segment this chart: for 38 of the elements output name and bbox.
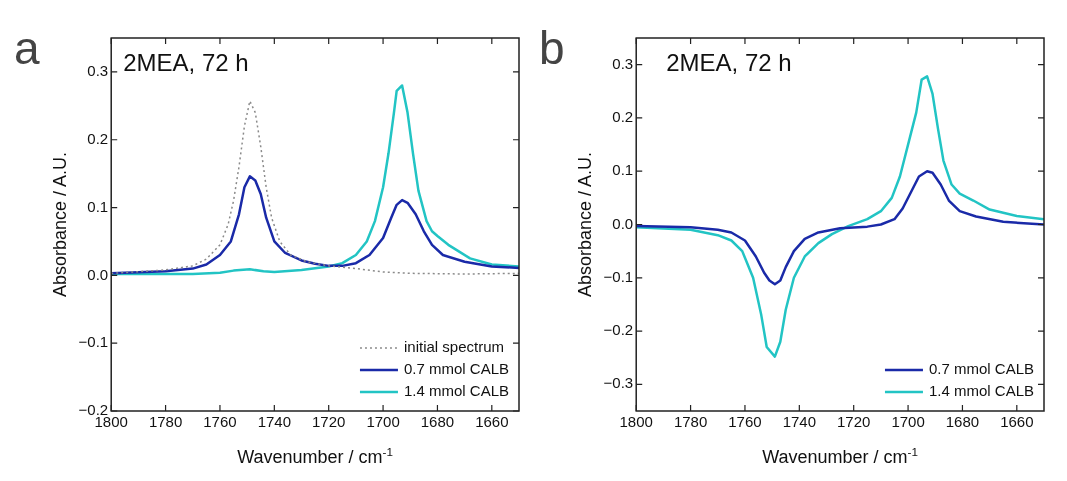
- y-axis-title: Absorbance / A.U.: [574, 151, 595, 298]
- legend-label: 1.4 mmol CALB: [403, 382, 510, 400]
- x-tick-label: 1660: [1000, 413, 1034, 431]
- x-tick-label: 1660: [475, 413, 509, 431]
- x-tick-label: 1740: [782, 413, 817, 431]
- y-tick-label: 0.2: [612, 108, 634, 126]
- x-tick-label: 1740: [257, 413, 292, 431]
- x-tick-label: 1700: [891, 413, 925, 431]
- y-tick-label: 0.1: [612, 161, 634, 179]
- y-tick-label: −0.3: [603, 374, 634, 392]
- y-tick-label: −0.1: [603, 267, 634, 285]
- y-tick-label: −0.1: [78, 333, 109, 351]
- y-axis-title: Absorbance / A.U.: [49, 151, 70, 298]
- y-tick-label: 0.1: [87, 197, 109, 215]
- y-tick-label: 0.3: [612, 54, 634, 72]
- x-tick-label: 1720: [312, 413, 346, 431]
- x-tick-label: 1680: [945, 413, 980, 431]
- x-tick-label: 1720: [837, 413, 871, 431]
- chart-title: b: [539, 21, 565, 74]
- chart-title: a: [14, 21, 40, 74]
- y-tick-label: −0.2: [603, 321, 634, 339]
- x-tick-label: 1780: [148, 413, 183, 431]
- legend-label: 0.7 mmol CALB: [403, 360, 510, 378]
- x-tick-label: 1760: [203, 413, 237, 431]
- legend-label: initial spectrum: [403, 338, 505, 356]
- x-tick-label: 1680: [420, 413, 455, 431]
- x-tick-label: 1760: [728, 413, 762, 431]
- annotation: 2MEA, 72 h: [123, 48, 249, 76]
- legend-label: 0.7 mmol CALB: [928, 360, 1035, 378]
- y-tick-label: 0.2: [87, 129, 109, 147]
- legend-label: 1.4 mmol CALB: [928, 382, 1035, 400]
- y-tick-label: 0.3: [87, 62, 109, 80]
- y-tick-label: 0.0: [87, 265, 109, 283]
- annotation: 2MEA, 72 h: [666, 48, 792, 76]
- y-tick-label: 0.0: [612, 214, 634, 232]
- x-tick-label: 1800: [619, 413, 653, 431]
- x-tick-label: 1780: [673, 413, 708, 431]
- x-tick-label: 1700: [366, 413, 400, 431]
